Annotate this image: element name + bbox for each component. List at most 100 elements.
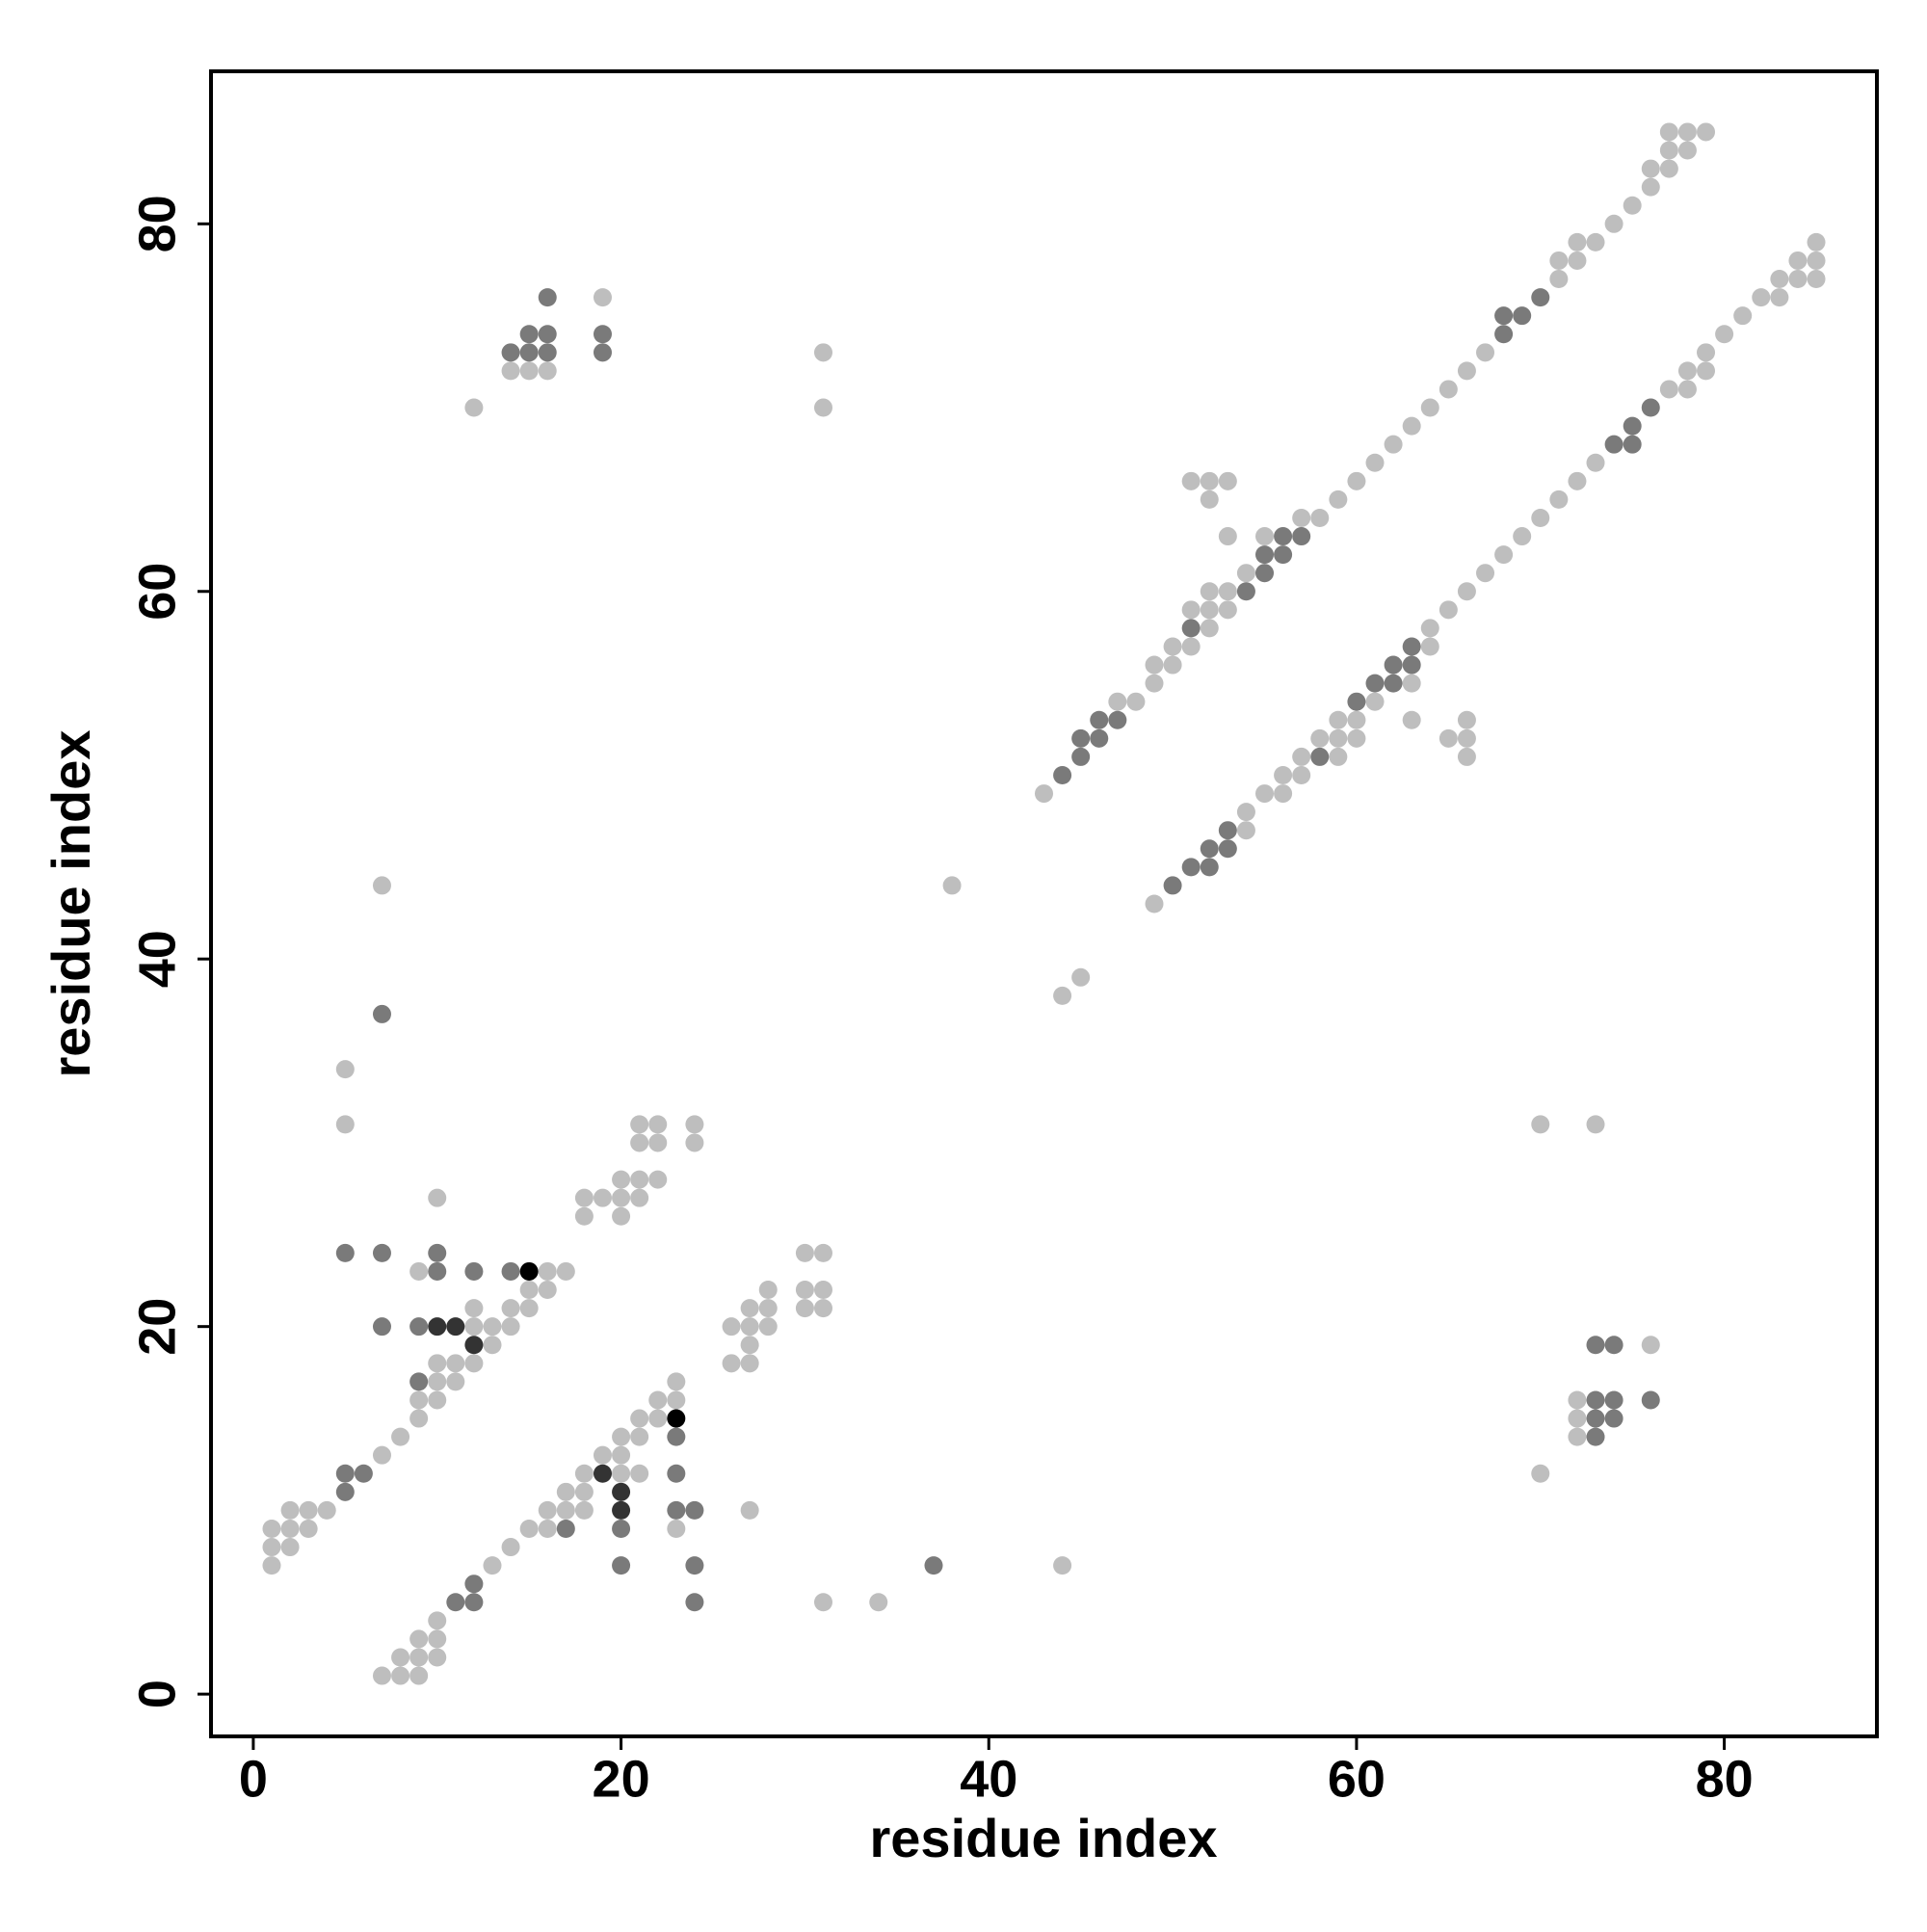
point bbox=[538, 1500, 557, 1520]
point bbox=[1200, 600, 1219, 620]
point bbox=[1531, 1464, 1550, 1483]
point bbox=[1659, 380, 1678, 399]
point bbox=[593, 1464, 612, 1483]
point bbox=[391, 1427, 410, 1446]
point bbox=[1145, 894, 1164, 913]
point bbox=[1181, 619, 1201, 638]
point bbox=[1788, 251, 1808, 270]
point bbox=[1641, 1390, 1660, 1410]
point bbox=[1108, 710, 1127, 729]
point bbox=[1071, 967, 1091, 987]
point bbox=[519, 1261, 539, 1281]
point bbox=[593, 1188, 612, 1207]
point bbox=[1476, 564, 1495, 583]
point bbox=[685, 1500, 704, 1520]
point bbox=[1071, 728, 1091, 748]
x-tick-label: 40 bbox=[960, 1750, 1017, 1808]
point bbox=[869, 1593, 888, 1612]
point bbox=[1697, 343, 1716, 362]
point bbox=[722, 1317, 741, 1337]
point bbox=[667, 1390, 686, 1410]
point bbox=[1090, 710, 1109, 729]
point bbox=[1329, 490, 1348, 509]
point bbox=[813, 1593, 832, 1612]
point bbox=[428, 1611, 447, 1630]
point bbox=[1623, 416, 1642, 436]
point bbox=[1641, 177, 1660, 197]
point bbox=[612, 1556, 631, 1575]
point bbox=[1807, 270, 1826, 289]
point bbox=[1274, 784, 1293, 804]
point bbox=[1494, 545, 1514, 565]
point bbox=[1053, 986, 1072, 1005]
point bbox=[409, 1390, 429, 1410]
point bbox=[299, 1519, 318, 1538]
point bbox=[1181, 637, 1201, 656]
point bbox=[685, 1556, 704, 1575]
point bbox=[593, 343, 612, 362]
point bbox=[446, 1354, 465, 1373]
point bbox=[1457, 728, 1476, 748]
point bbox=[1623, 435, 1642, 454]
point bbox=[501, 1261, 520, 1281]
point bbox=[409, 1317, 429, 1337]
point bbox=[280, 1538, 300, 1557]
point bbox=[483, 1336, 502, 1355]
point bbox=[1659, 141, 1678, 160]
point bbox=[1200, 490, 1219, 509]
point bbox=[1586, 1409, 1605, 1428]
point bbox=[1604, 1336, 1623, 1355]
point bbox=[1568, 232, 1587, 251]
point bbox=[612, 1170, 631, 1189]
point bbox=[1586, 232, 1605, 251]
point bbox=[667, 1464, 686, 1483]
point bbox=[446, 1317, 465, 1337]
point bbox=[630, 1409, 649, 1428]
point bbox=[556, 1482, 575, 1501]
point bbox=[1439, 600, 1458, 620]
point bbox=[1384, 435, 1403, 454]
point bbox=[299, 1500, 318, 1520]
point bbox=[335, 1464, 355, 1483]
point bbox=[280, 1500, 300, 1520]
point bbox=[538, 1281, 557, 1300]
point bbox=[409, 1666, 429, 1685]
point bbox=[1384, 674, 1403, 693]
point bbox=[1457, 710, 1476, 729]
point bbox=[1292, 747, 1311, 766]
point bbox=[1090, 728, 1109, 748]
point bbox=[1181, 600, 1201, 620]
point bbox=[1531, 1115, 1550, 1134]
point bbox=[1402, 655, 1421, 675]
point bbox=[1752, 288, 1771, 307]
point bbox=[1236, 582, 1255, 601]
point bbox=[335, 1115, 355, 1134]
point bbox=[1420, 398, 1439, 417]
point bbox=[1549, 490, 1569, 509]
point bbox=[428, 1243, 447, 1262]
point bbox=[519, 343, 539, 362]
point bbox=[501, 343, 520, 362]
point bbox=[1347, 692, 1366, 711]
point bbox=[1218, 821, 1237, 840]
point bbox=[612, 1206, 631, 1226]
y-tick-label: 20 bbox=[128, 1298, 186, 1356]
point bbox=[428, 1317, 447, 1337]
point bbox=[1181, 471, 1201, 490]
plot-frame bbox=[209, 69, 1879, 1738]
x-tick-label: 20 bbox=[593, 1750, 650, 1808]
point bbox=[556, 1261, 575, 1281]
point bbox=[1236, 803, 1255, 822]
x-axis-title: residue index bbox=[869, 1808, 1217, 1868]
point bbox=[1641, 398, 1660, 417]
point bbox=[1568, 471, 1587, 490]
point bbox=[1733, 306, 1753, 326]
point bbox=[446, 1593, 465, 1612]
point bbox=[1568, 1390, 1587, 1410]
point bbox=[1659, 159, 1678, 178]
point bbox=[574, 1482, 594, 1501]
point bbox=[1292, 508, 1311, 527]
point bbox=[924, 1556, 943, 1575]
point bbox=[1604, 1390, 1623, 1410]
point bbox=[428, 1188, 447, 1207]
